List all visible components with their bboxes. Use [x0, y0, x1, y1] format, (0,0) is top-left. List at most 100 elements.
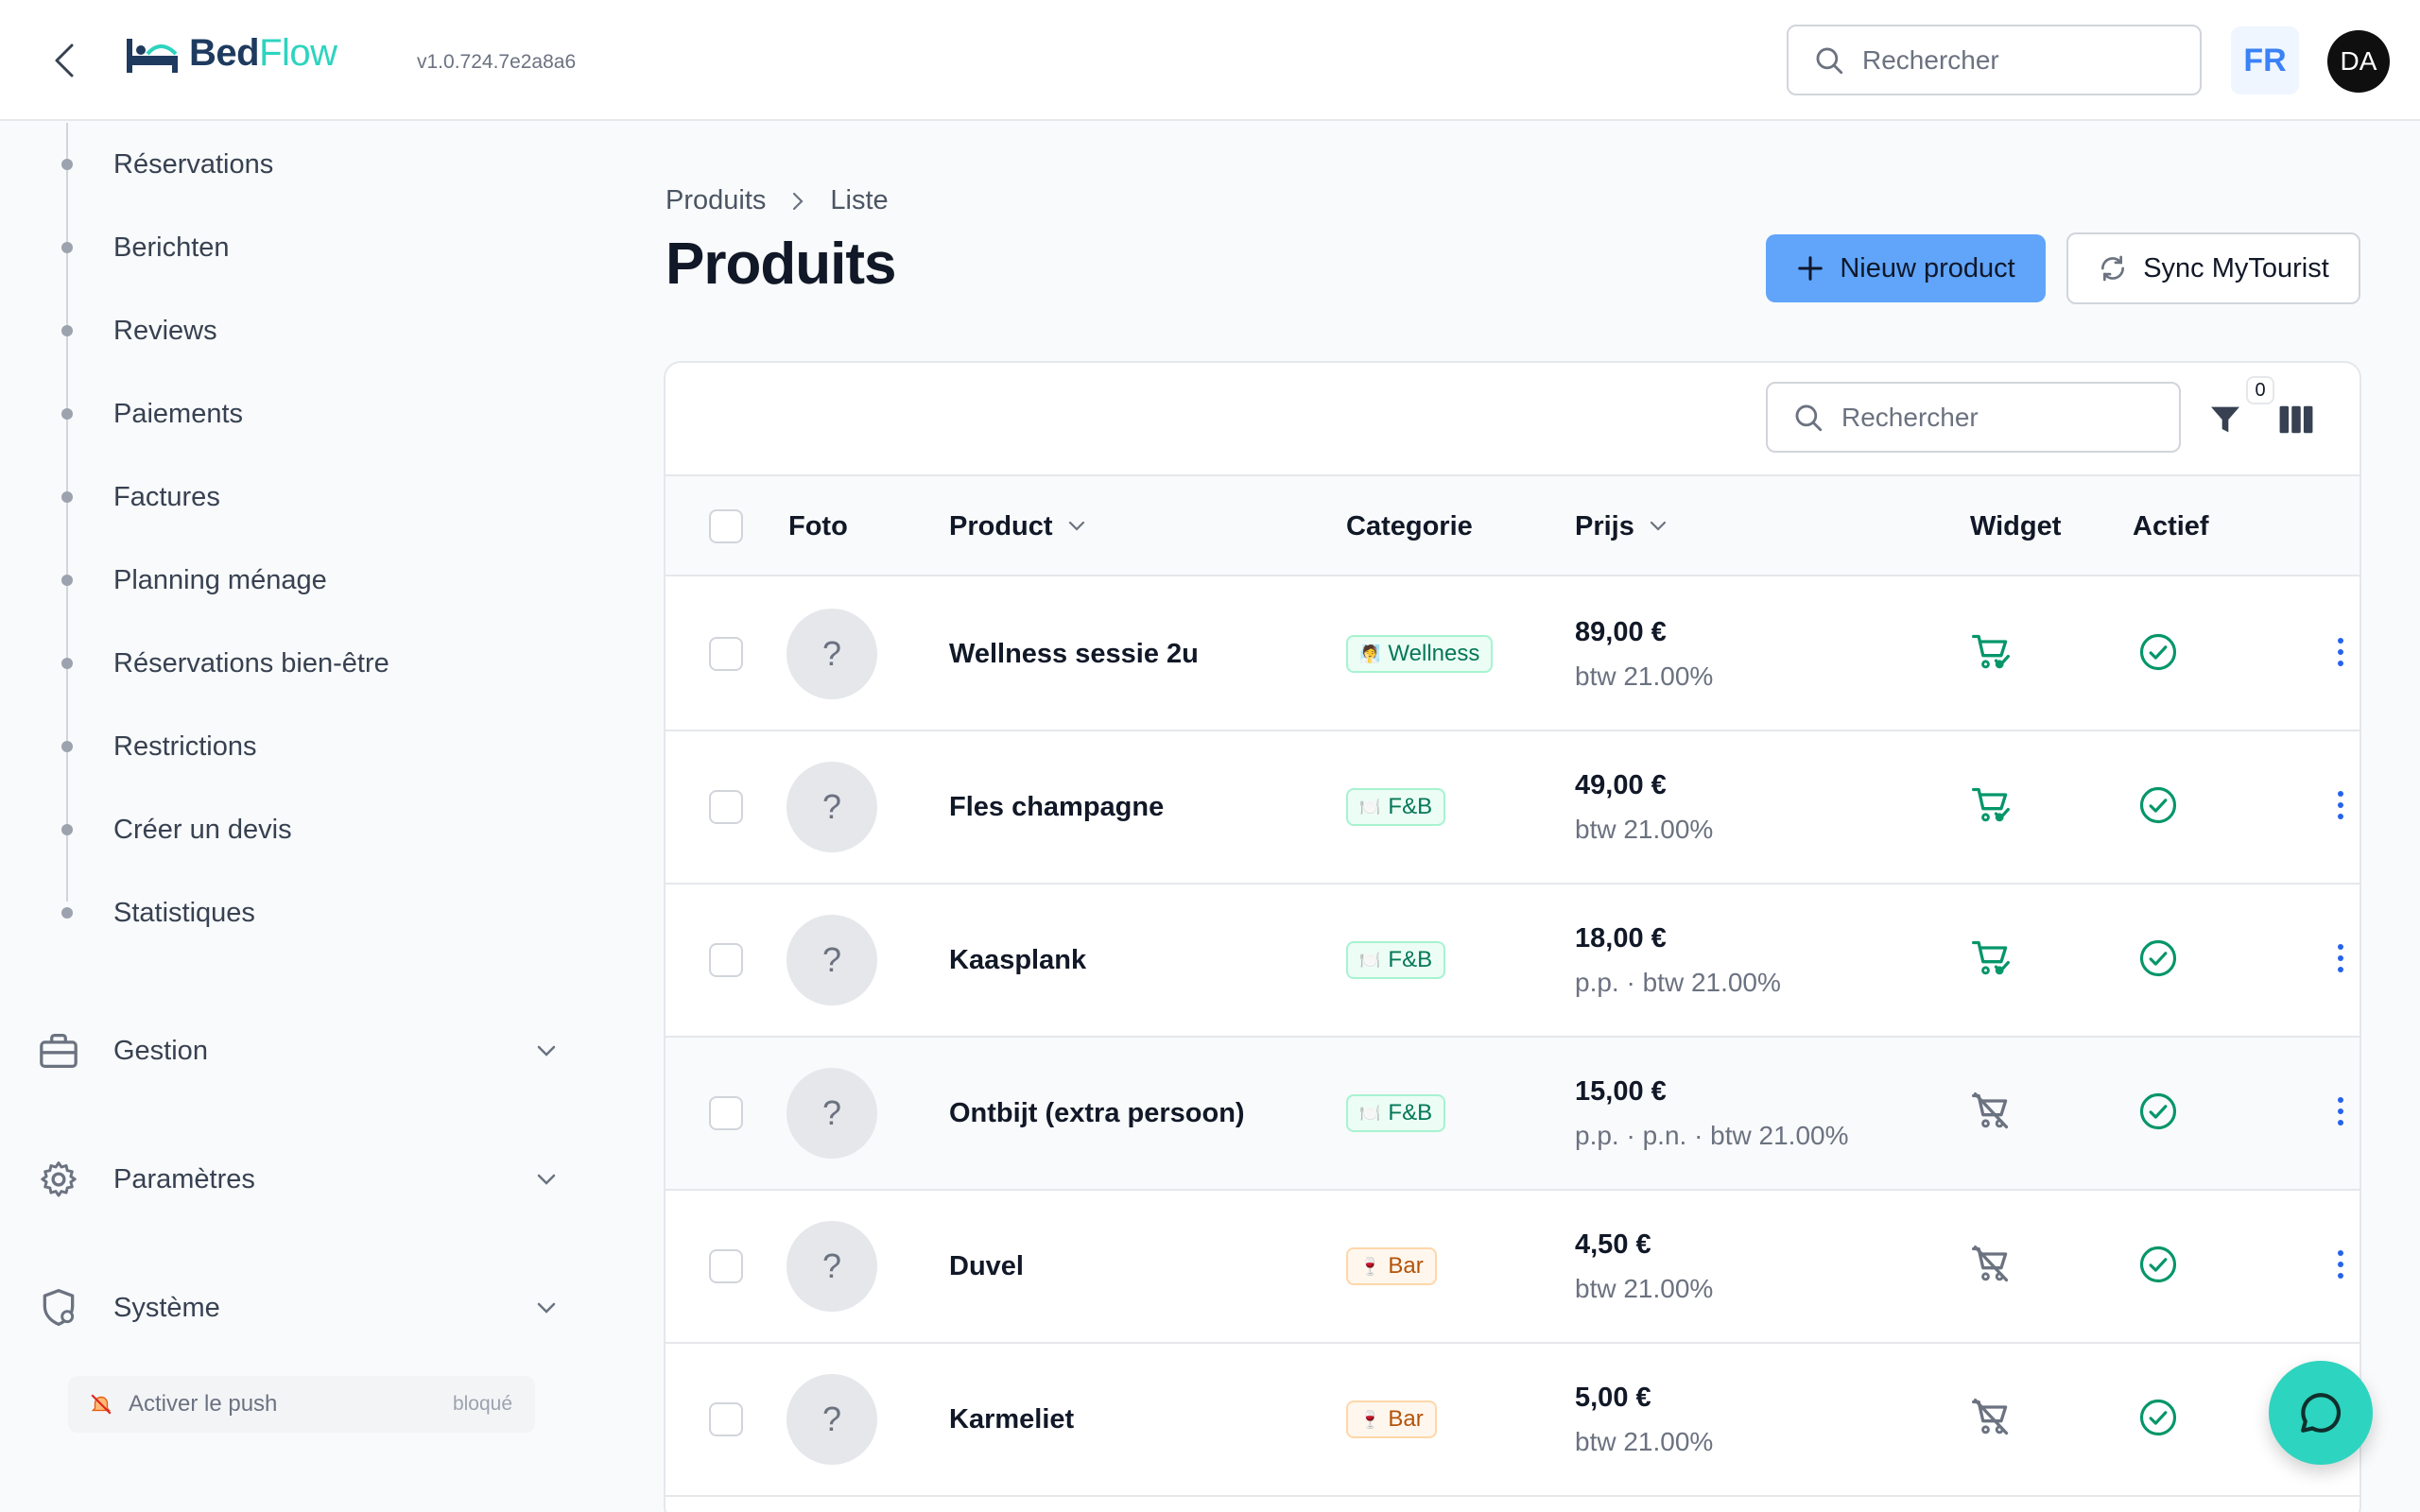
app-logo-text: BedFlow — [189, 32, 337, 75]
category-label: Wellness — [1388, 641, 1480, 666]
chat-bubble-icon — [2301, 1393, 2342, 1433]
sidebar-group-parametres[interactable]: Paramètres — [38, 1142, 567, 1217]
sidebar-group-gestion[interactable]: Gestion — [38, 1013, 567, 1089]
category-label: F&B — [1388, 1100, 1433, 1125]
sidebar-item-payments[interactable]: Paiements — [0, 386, 567, 442]
cart-check-icon[interactable] — [1970, 784, 2012, 831]
category-badge: 🍷 Bar — [1346, 1400, 1437, 1438]
sidebar-item-housekeeping[interactable]: Planning ménage — [0, 552, 567, 609]
check-circle-icon[interactable] — [2138, 1245, 2178, 1289]
select-all-checkbox[interactable] — [709, 509, 743, 543]
sidebar-item-reservations[interactable]: Réservations — [0, 136, 567, 193]
product-photo-placeholder: ? — [786, 1068, 877, 1159]
table-toolbar: Rechercher 0 — [666, 363, 2360, 476]
sidebar-item-messages[interactable]: Berichten — [0, 219, 567, 276]
active-cell — [2138, 1344, 2178, 1495]
table-row[interactable]: ? Karmeliet 🍷 Bar 5,00 € btw 21.00% — [666, 1344, 2360, 1497]
row-checkbox[interactable] — [709, 1249, 743, 1283]
sidebar-item-create-quote[interactable]: Créer un devis — [0, 801, 567, 858]
table-row[interactable]: ? Duvel 🍷 Bar 4,50 € btw 21.00% — [666, 1191, 2360, 1344]
table-row[interactable]: ? Wellness sessie 2u 🧖 Wellness 89,00 € … — [666, 578, 2360, 731]
nav-bullet — [61, 907, 73, 919]
sync-mytourist-button[interactable]: Sync MyTourist — [2066, 232, 2360, 304]
cart-check-icon[interactable] — [1970, 937, 2012, 984]
product-name[interactable]: Kaasplank — [949, 944, 1087, 975]
push-label: Activer le push — [129, 1391, 278, 1417]
breadcrumb-item-products[interactable]: Produits — [666, 185, 767, 215]
check-circle-icon[interactable] — [2138, 1091, 2178, 1136]
chat-button[interactable] — [2269, 1361, 2373, 1465]
logo-part-2: Flow — [259, 32, 337, 74]
cart-off-icon[interactable] — [1970, 1244, 2012, 1290]
nav-bullet — [61, 159, 73, 170]
language-switcher[interactable]: FR — [2231, 26, 2299, 94]
column-header-product[interactable]: Product — [949, 476, 1087, 576]
row-checkbox[interactable] — [709, 1096, 743, 1130]
sidebar-item-label: Factures — [113, 481, 220, 512]
more-vertical-icon[interactable] — [2335, 1094, 2346, 1133]
category-cell: 🍽️ F&B — [1346, 885, 1446, 1036]
row-checkbox[interactable] — [709, 1402, 743, 1436]
product-name[interactable]: Wellness sessie 2u — [949, 638, 1199, 669]
cart-off-icon[interactable] — [1970, 1091, 2012, 1137]
global-search-input[interactable]: Rechercher — [1787, 25, 2202, 95]
column-header-photo: Foto — [788, 476, 848, 576]
more-vertical-icon[interactable] — [2335, 941, 2346, 980]
active-cell — [2138, 885, 2178, 1036]
price-detail: btw 21.00% — [1575, 661, 1714, 691]
price-cell: 89,00 € btw 21.00% — [1575, 578, 1713, 730]
more-vertical-icon[interactable] — [2335, 1247, 2346, 1286]
check-circle-icon[interactable] — [2138, 632, 2178, 677]
new-product-button[interactable]: Nieuw product — [1766, 234, 2046, 302]
active-cell — [2138, 731, 2178, 883]
check-circle-icon[interactable] — [2138, 1398, 2178, 1442]
more-vertical-icon[interactable] — [2335, 788, 2346, 827]
price-amount: 18,00 € — [1575, 922, 1667, 954]
sidebar-item-reviews[interactable]: Reviews — [0, 302, 567, 359]
search-icon — [1795, 404, 1823, 431]
enable-push-button[interactable]: Activer le push bloqué — [68, 1376, 535, 1433]
price-amount: 15,00 € — [1575, 1075, 1667, 1107]
products-table-card: Rechercher 0 Foto Product — [664, 361, 2361, 1512]
category-emoji-icon: 🍷 — [1359, 1409, 1381, 1429]
sidebar-item-invoices[interactable]: Factures — [0, 469, 567, 525]
user-avatar[interactable]: DA — [2327, 30, 2390, 93]
category-cell: 🧖 Wellness — [1346, 578, 1494, 730]
sidebar-item-statistics[interactable]: Statistiques — [0, 885, 567, 941]
sidebar-item-label: Réservations bien-être — [113, 647, 389, 679]
product-photo-placeholder: ? — [786, 1374, 877, 1465]
price-detail: p.p. · btw 21.00% — [1575, 967, 1781, 997]
cart-off-icon[interactable] — [1970, 1397, 2012, 1443]
table-row[interactable]: ? Fles champagne 🍽️ F&B 49,00 € btw 21.0… — [666, 731, 2360, 885]
sidebar-item-wellness-reservations[interactable]: Réservations bien-être — [0, 635, 567, 692]
product-name[interactable]: Karmeliet — [949, 1403, 1075, 1435]
cart-check-icon[interactable] — [1970, 631, 2012, 678]
row-checkbox[interactable] — [709, 790, 743, 824]
row-checkbox[interactable] — [709, 943, 743, 977]
columns-button[interactable] — [2278, 403, 2314, 441]
sidebar-item-restrictions[interactable]: Restrictions — [0, 718, 567, 775]
check-circle-icon[interactable] — [2138, 785, 2178, 830]
active-cell — [2138, 578, 2178, 730]
product-name[interactable]: Fles champagne — [949, 791, 1165, 822]
more-vertical-icon[interactable] — [2335, 635, 2346, 674]
table-row[interactable]: ? Kaasplank 🍽️ F&B 18,00 € p.p. · btw 21… — [666, 885, 2360, 1038]
column-header-price[interactable]: Prijs — [1575, 476, 1668, 576]
product-name-cell: Duvel — [949, 1191, 1024, 1342]
app-logo[interactable]: BedFlow — [125, 32, 337, 75]
column-header-label: Product — [949, 510, 1053, 541]
plus-icon — [1798, 256, 1824, 281]
product-photo-placeholder: ? — [786, 1221, 877, 1312]
table-row[interactable]: ? Ontbijt (extra persoon) 🍽️ F&B 15,00 €… — [666, 1038, 2360, 1191]
columns-icon — [2279, 405, 2313, 434]
product-name[interactable]: Ontbijt (extra persoon) — [949, 1097, 1245, 1128]
product-name[interactable]: Duvel — [949, 1250, 1024, 1281]
table-search-input[interactable]: Rechercher — [1766, 382, 2181, 453]
product-photo-placeholder: ? — [786, 915, 877, 1005]
filter-button[interactable] — [2206, 401, 2244, 443]
sidebar-group-systeme[interactable]: Système — [38, 1270, 567, 1346]
check-circle-icon[interactable] — [2138, 938, 2178, 983]
row-checkbox[interactable] — [709, 637, 743, 671]
back-button[interactable] — [45, 38, 83, 83]
photo-cell: ? — [786, 1191, 877, 1342]
